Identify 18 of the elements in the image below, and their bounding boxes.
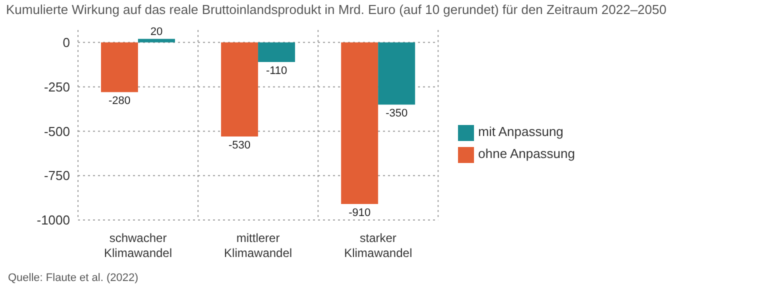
data-label: -350 [386,108,408,120]
y-tick-label: -750 [44,168,70,184]
chart-title: Kumulierte Wirkung auf das reale Bruttoinlandsprodukt in Mrd. Euro (auf 10 gerundet) für den Zeitraum 2022–2050 [6,2,666,17]
y-tick-label: 0 [62,35,70,50]
legend-label: ohne Anpassung [478,146,575,161]
y-tick-label: -1000 [36,212,70,228]
x-tick-label: mittlerer Klimawandel [224,231,292,260]
y-tick-label: -500 [44,124,70,139]
data-label: 20 [150,26,163,38]
x-tick-label: starker Klimawandel [344,231,412,260]
data-label: -110 [266,64,288,77]
data-label: -530 [228,140,251,152]
data-label: -910 [348,207,371,220]
data-label: -280 [108,95,131,108]
legend-label: mit Anpassung [478,124,564,139]
x-tick-label: schwacher Klimawandel [104,231,172,260]
source-note: Quelle: Flaute et al. (2022) [8,272,138,284]
y-tick-label: -250 [44,79,70,94]
